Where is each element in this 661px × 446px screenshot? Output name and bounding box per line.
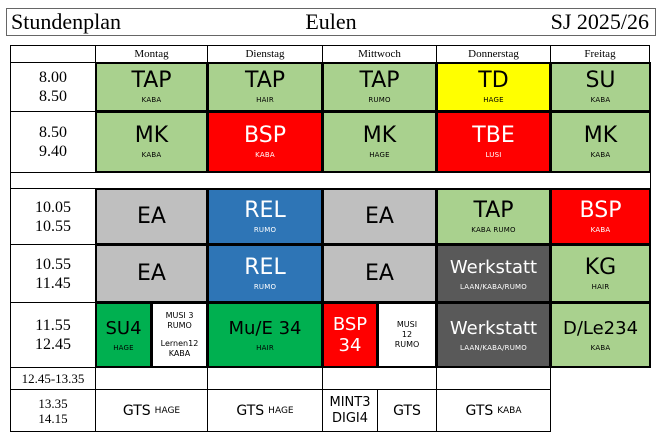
title-bar: Stundenplan Eulen SJ 2025/26 [6,8,656,36]
lesson-thu-3[interactable]: TAP KABA RUMO [436,188,551,245]
gts-thu[interactable]: GTS KABA [436,389,551,432]
day-header-wednesday: Mittwoch [322,45,437,63]
lesson-mon-2[interactable]: MK KABA [95,111,208,173]
time-slot-5: 11.55 12.45 [10,302,96,368]
class-name: Eulen [305,9,357,34]
title-left: Stundenplan [11,9,121,34]
lesson-wed-2[interactable]: MK HAGE [322,111,437,173]
lesson-wed-5a[interactable]: BSP 34 [322,302,378,368]
lesson-tue-1[interactable]: TAP HAIR [207,62,323,112]
lesson-mon-5a[interactable]: SU4 HAGE [95,302,152,368]
lesson-wed-3[interactable]: EA [322,188,437,245]
lesson-tue-2[interactable]: BSP KABA [207,111,323,173]
break-row [10,172,651,189]
gts-wed-b[interactable]: GTS [377,389,437,432]
time-slot-7: 13.35 14.15 [10,389,96,432]
day-header-friday: Freitag [550,45,650,63]
day-header-tuesday: Dienstag [207,45,323,63]
time-slot-4: 10.55 11.45 [10,244,96,303]
time-slot-6: 12.45-13.35 [10,367,96,390]
lesson-wed-4[interactable]: EA [322,244,437,303]
lesson-mon-1[interactable]: TAP KABA [95,62,208,112]
lesson-tue-5[interactable]: Mu/E 34 HAIR [207,302,323,368]
lunch-tue [207,367,323,390]
gts-wed-a[interactable]: MINT3 DIGI4 [322,389,378,432]
time-slot-1: 8.00 8.50 [10,62,96,112]
lesson-fri-3[interactable]: BSP KABA [550,188,651,245]
gts-tue[interactable]: GTS HAGE [207,389,323,432]
lunch-thu [436,367,551,390]
lesson-tue-4[interactable]: REL RUMO [207,244,323,303]
lesson-mon-4[interactable]: EA [95,244,208,303]
lesson-wed-1[interactable]: TAP RUMO [322,62,437,112]
header-corner [10,45,96,63]
lesson-mon-3[interactable]: EA [95,188,208,245]
lesson-fri-4[interactable]: KG HAIR [550,244,651,303]
lunch-mon [95,367,208,390]
school-year: SJ 2025/26 [550,9,649,34]
lesson-wed-5b[interactable]: MUSI 12 RUMO [377,302,437,368]
gts-mon[interactable]: GTS HAGE [95,389,208,432]
lesson-fri-2[interactable]: MK KABA [550,111,651,173]
time-slot-3: 10.05 10.55 [10,188,96,245]
lesson-thu-1[interactable]: TD HAGE [436,62,551,112]
lesson-mon-5b[interactable]: MUSI 3 RUMO Lernen12 KABA [151,302,208,368]
lesson-thu-2[interactable]: TBE LUSI [436,111,551,173]
lesson-thu-4[interactable]: Werkstatt LAAN/KABA/RUMO [436,244,551,303]
lesson-thu-5[interactable]: Werkstatt LAAN/KABA/RUMO [436,302,551,368]
time-slot-2: 8.50 9.40 [10,111,96,173]
lesson-fri-1[interactable]: SU KABA [550,62,651,112]
day-header-thursday: Donnerstag [436,45,551,63]
day-header-monday: Montag [95,45,208,63]
lesson-fri-5[interactable]: D/Le234 KABA [550,302,651,368]
lunch-wed [322,367,437,390]
lesson-tue-3[interactable]: REL RUMO [207,188,323,245]
